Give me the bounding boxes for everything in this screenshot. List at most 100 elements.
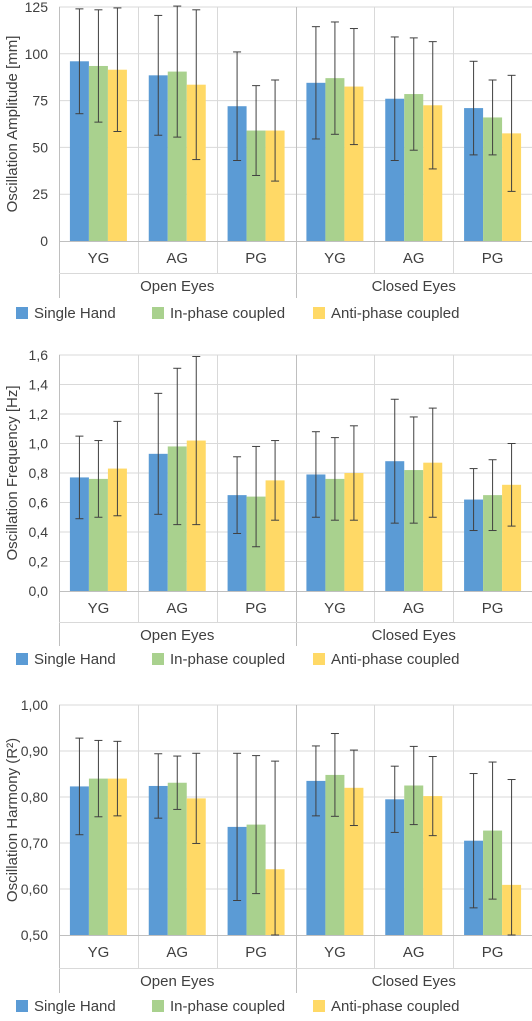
- x-group-label: Closed Eyes: [372, 973, 456, 990]
- bar: [464, 499, 484, 591]
- legend-swatch: [16, 307, 28, 319]
- bar: [107, 69, 127, 241]
- y-tick-label: 75: [32, 93, 48, 109]
- y-tick-label: 0,50: [21, 927, 48, 943]
- bar: [325, 774, 345, 935]
- bar: [69, 61, 89, 242]
- y-tick-label: 0,0: [29, 583, 49, 599]
- x-group-label: Open Eyes: [140, 278, 214, 295]
- y-tick-label: 0: [40, 233, 48, 249]
- y-tick-label: 0,2: [29, 554, 49, 570]
- bar: [404, 470, 424, 591]
- x-category-label: PG: [482, 600, 504, 617]
- bar: [148, 75, 168, 241]
- y-tick-label: 0,60: [21, 881, 48, 897]
- x-category-label: YG: [88, 250, 110, 267]
- y-tick-label: 1,00: [21, 697, 48, 713]
- legend-entry: Single Hand: [34, 998, 116, 1015]
- bar: [167, 782, 187, 935]
- bar: [306, 780, 326, 935]
- legend-entry: In-phase coupled: [170, 305, 285, 322]
- legend-swatch: [313, 653, 325, 665]
- legend-entry: Anti-phase coupled: [331, 305, 459, 322]
- y-tick-label: 0,4: [29, 524, 49, 540]
- legend-entry: Single Hand: [34, 651, 116, 668]
- x-category-label: PG: [245, 944, 267, 961]
- bar: [306, 82, 326, 241]
- bar: [107, 778, 127, 935]
- x-category-label: AG: [403, 944, 425, 961]
- x-category-label: YG: [324, 600, 346, 617]
- bar: [344, 787, 364, 935]
- y-tick-label: 1,4: [29, 377, 49, 393]
- y-tick-label: 0,8: [29, 465, 49, 481]
- legend-entry: In-phase coupled: [170, 651, 285, 668]
- legend-swatch: [152, 307, 164, 319]
- y-axis-title: Oscillation Amplitude [mm]: [4, 36, 21, 213]
- y-tick-label: 1,0: [29, 436, 49, 452]
- legend-swatch: [152, 653, 164, 665]
- bar: [464, 108, 484, 241]
- y-tick-label: 0,80: [21, 789, 48, 805]
- bar: [423, 796, 443, 935]
- bar: [423, 105, 443, 241]
- bar: [483, 495, 503, 591]
- legend-entry: Anti-phase coupled: [331, 998, 459, 1015]
- bar: [148, 453, 168, 591]
- x-group-label: Closed Eyes: [372, 278, 456, 295]
- legend-entry: Single Hand: [34, 305, 116, 322]
- bar: [186, 84, 206, 241]
- bar: [483, 117, 503, 241]
- bar: [265, 130, 285, 241]
- x-group-label: Closed Eyes: [372, 627, 456, 644]
- bar: [404, 785, 424, 935]
- bar: [385, 461, 405, 591]
- y-axis-title: Oscillation Frequency [Hz]: [4, 385, 21, 560]
- x-category-label: PG: [245, 250, 267, 267]
- y-tick-label: 1,6: [29, 347, 49, 363]
- bar: [167, 71, 187, 241]
- x-category-label: AG: [403, 600, 425, 617]
- legend-swatch: [152, 1000, 164, 1012]
- legend-swatch: [16, 1000, 28, 1012]
- legend-swatch: [313, 1000, 325, 1012]
- x-category-label: YG: [88, 944, 110, 961]
- x-group-label: Open Eyes: [140, 627, 214, 644]
- bar: [385, 98, 405, 241]
- bar: [344, 473, 364, 591]
- legend-entry: Anti-phase coupled: [331, 651, 459, 668]
- bar: [69, 786, 89, 935]
- bar: [88, 478, 108, 591]
- x-category-label: AG: [166, 250, 188, 267]
- bar: [246, 130, 266, 241]
- bar: [227, 106, 247, 241]
- bar: [502, 484, 522, 591]
- y-tick-label: 25: [32, 186, 48, 202]
- x-category-label: AG: [403, 250, 425, 267]
- bar: [88, 65, 108, 241]
- bar: [265, 480, 285, 591]
- x-category-label: YG: [88, 600, 110, 617]
- y-tick-label: 0,70: [21, 835, 48, 851]
- x-category-label: AG: [166, 944, 188, 961]
- bar: [186, 798, 206, 935]
- legend-swatch: [313, 307, 325, 319]
- bar: [404, 94, 424, 241]
- x-group-label: Open Eyes: [140, 973, 214, 990]
- y-tick-label: 100: [25, 46, 49, 62]
- y-tick-label: 50: [32, 139, 48, 155]
- bar: [325, 78, 345, 241]
- bar: [227, 495, 247, 591]
- bar: [306, 474, 326, 591]
- x-category-label: YG: [324, 944, 346, 961]
- x-category-label: PG: [245, 600, 267, 617]
- y-axis-title: Oscillation Harmony (R²): [4, 738, 21, 902]
- x-category-label: PG: [482, 250, 504, 267]
- bar: [385, 799, 405, 935]
- x-category-label: YG: [324, 250, 346, 267]
- bar: [423, 462, 443, 591]
- bar: [148, 785, 168, 935]
- y-tick-label: 1,2: [29, 406, 49, 422]
